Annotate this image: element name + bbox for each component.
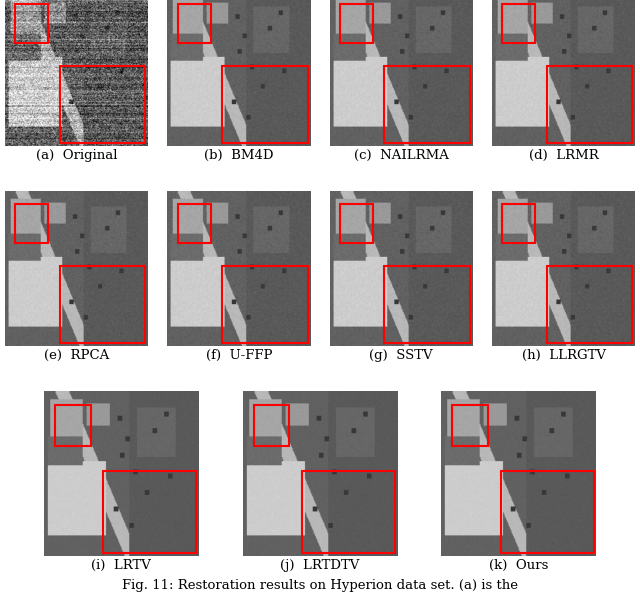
Text: (k)  Ours: (k) Ours: [489, 559, 548, 572]
Bar: [178, 204, 211, 242]
Bar: [502, 4, 535, 43]
Bar: [500, 470, 593, 553]
Text: (f)  U-FFP: (f) U-FFP: [205, 349, 272, 362]
Bar: [55, 405, 91, 446]
Bar: [547, 266, 632, 343]
Text: (j)  LRTDTV: (j) LRTDTV: [280, 559, 360, 572]
Bar: [15, 4, 48, 43]
Bar: [452, 405, 488, 446]
Bar: [302, 470, 395, 553]
Bar: [222, 66, 308, 143]
Bar: [385, 66, 470, 143]
Bar: [547, 66, 632, 143]
Text: (e)  RPCA: (e) RPCA: [44, 349, 109, 362]
Text: Fig. 11: Restoration results on Hyperion data set. (a) is the: Fig. 11: Restoration results on Hyperion…: [122, 579, 518, 592]
Bar: [502, 204, 535, 242]
Text: (d)  LRMR: (d) LRMR: [529, 149, 598, 162]
Bar: [15, 204, 48, 242]
Bar: [253, 405, 289, 446]
Bar: [178, 4, 211, 43]
Bar: [103, 470, 196, 553]
Bar: [340, 4, 373, 43]
Text: (i)  LRTV: (i) LRTV: [92, 559, 151, 572]
Bar: [60, 266, 145, 343]
Text: (g)  SSTV: (g) SSTV: [369, 349, 433, 362]
Text: (c)  NAILRMA: (c) NAILRMA: [354, 149, 449, 162]
Bar: [340, 204, 373, 242]
Bar: [60, 66, 145, 143]
Bar: [385, 266, 470, 343]
Text: (b)  BM4D: (b) BM4D: [204, 149, 273, 162]
Text: (h)  LLRGTV: (h) LLRGTV: [522, 349, 605, 362]
Text: (a)  Original: (a) Original: [36, 149, 117, 162]
Bar: [222, 266, 308, 343]
